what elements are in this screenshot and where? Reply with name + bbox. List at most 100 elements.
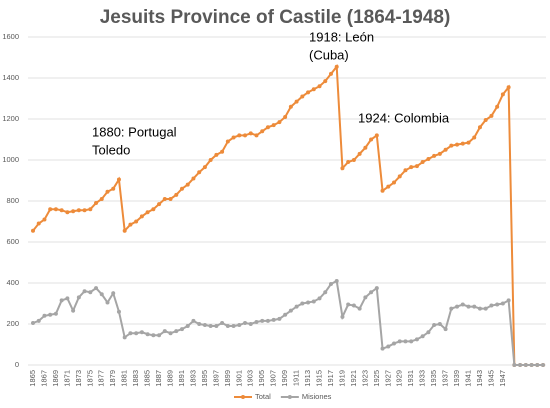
y-tick-label: 200	[6, 319, 19, 328]
point	[369, 137, 374, 142]
point	[145, 210, 150, 215]
point	[134, 219, 139, 224]
point	[374, 133, 379, 138]
point	[300, 94, 305, 99]
x-tick-label: 1891	[177, 370, 186, 387]
x-tick-label: 1907	[269, 370, 278, 387]
point	[162, 329, 167, 334]
series-line	[32, 64, 543, 366]
point	[220, 320, 225, 325]
point	[174, 329, 179, 334]
point	[53, 207, 58, 212]
point	[380, 188, 385, 193]
x-tick-label: 1869	[51, 370, 60, 387]
point	[271, 123, 276, 128]
x-tick-label: 1879	[108, 370, 117, 387]
y-tick-label: 1600	[2, 32, 19, 41]
point	[53, 311, 58, 316]
point	[254, 319, 259, 324]
point	[472, 135, 477, 140]
point	[265, 125, 270, 130]
annotation: 1924: Colombia	[358, 110, 450, 125]
point	[174, 192, 179, 197]
point	[122, 335, 127, 340]
x-tick-label: 1925	[372, 370, 381, 387]
point	[346, 160, 351, 165]
point	[105, 189, 110, 194]
point	[409, 165, 414, 170]
point	[116, 177, 121, 182]
x-tick-label: 1915	[315, 370, 324, 387]
point	[495, 104, 500, 109]
point	[265, 318, 270, 323]
point	[483, 118, 488, 123]
point	[151, 333, 156, 338]
x-tick-label: 1935	[429, 370, 438, 387]
x-tick-label: 1873	[74, 370, 83, 387]
point	[414, 164, 419, 169]
point	[317, 84, 322, 89]
point	[208, 158, 213, 162]
point	[105, 300, 110, 305]
point	[311, 87, 316, 92]
point	[432, 153, 437, 158]
point	[179, 327, 184, 332]
point	[197, 322, 202, 326]
point	[260, 318, 265, 323]
legend-marker	[287, 395, 292, 399]
point	[300, 301, 305, 306]
point	[42, 313, 47, 318]
point	[455, 304, 460, 309]
x-tick-label: 1893	[188, 370, 197, 387]
point	[214, 152, 219, 157]
point	[76, 208, 81, 213]
point	[357, 151, 362, 156]
x-tick-label: 1937	[441, 370, 450, 387]
point	[386, 344, 391, 349]
x-tick-label: 1945	[486, 370, 495, 387]
point	[392, 180, 397, 185]
point	[397, 339, 402, 344]
point	[506, 298, 511, 303]
x-tick-label: 1867	[39, 370, 48, 387]
point	[71, 209, 76, 214]
point	[288, 104, 293, 109]
point	[288, 308, 293, 313]
point	[449, 143, 454, 148]
point	[283, 312, 288, 317]
point	[31, 320, 35, 325]
point	[483, 306, 488, 311]
point	[443, 327, 448, 332]
point	[306, 300, 311, 305]
x-tick-label: 1903	[246, 370, 255, 387]
x-tick-label: 1877	[97, 370, 106, 387]
point	[518, 363, 523, 367]
point	[397, 174, 402, 179]
point	[426, 156, 431, 161]
point	[111, 291, 116, 296]
point	[225, 139, 230, 144]
x-tick-label: 1943	[475, 370, 484, 387]
x-tick-label: 1927	[383, 370, 392, 387]
chart-title: Jesuits Province of Castile (1864-1948)	[100, 7, 451, 28]
point	[99, 292, 104, 297]
point	[328, 282, 333, 287]
point	[489, 113, 494, 118]
point	[455, 142, 460, 147]
annotation: 1918: León	[309, 29, 374, 44]
point	[191, 176, 196, 181]
x-tick-label: 1865	[28, 370, 37, 387]
point	[88, 207, 93, 212]
point	[36, 221, 41, 226]
point	[426, 330, 431, 335]
point	[99, 196, 104, 201]
x-tick-label: 1881	[120, 370, 129, 387]
point	[31, 228, 35, 233]
point	[323, 290, 328, 295]
x-tick-label: 1895	[200, 370, 209, 387]
point	[500, 301, 505, 306]
x-tick-label: 1917	[326, 370, 335, 387]
point	[122, 228, 127, 233]
x-tick-label: 1887	[154, 370, 163, 387]
point	[363, 145, 368, 150]
